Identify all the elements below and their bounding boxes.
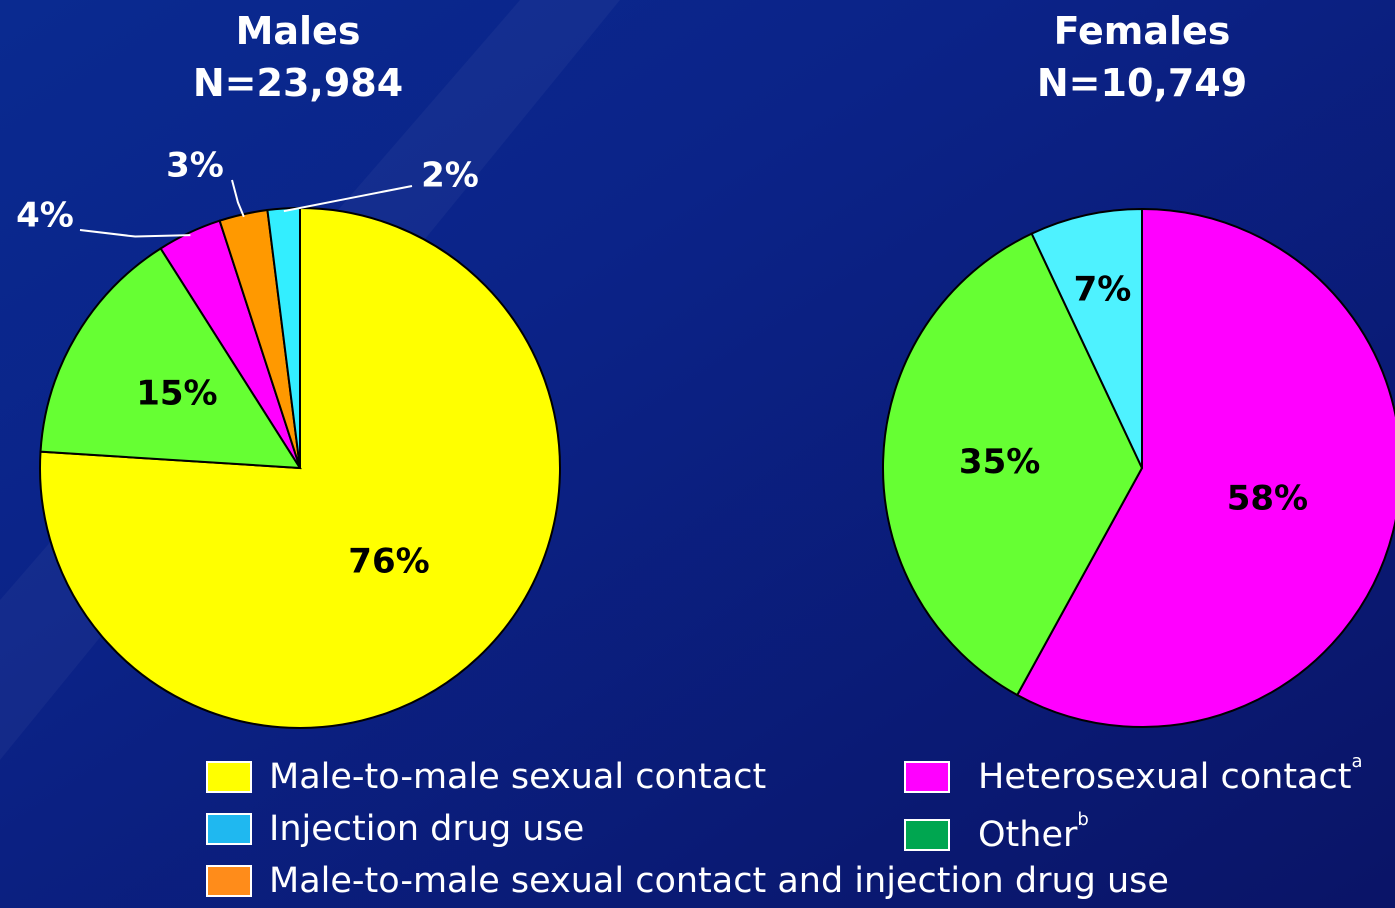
legend-note: a [1351, 751, 1362, 772]
leader-line [231, 179, 245, 218]
legend-swatch [206, 813, 252, 845]
legend-text: Injection drug use [269, 809, 584, 849]
data-label: 2% [421, 156, 479, 196]
pie-slice [39, 206, 561, 729]
data-label: 35% [959, 442, 1040, 482]
pie-slice [1015, 207, 1395, 728]
chart-subtitle: N=10,749 [1037, 61, 1247, 105]
legend-label: Injection drug use [269, 809, 584, 849]
legend-text: Male-to-male sexual contact and injectio… [269, 861, 1169, 901]
chart-title: Males [236, 9, 361, 53]
chart-title: Females [1054, 9, 1231, 53]
data-label: 3% [166, 146, 224, 186]
data-label: 7% [1074, 270, 1132, 310]
legend-text: Other [978, 815, 1078, 855]
chart-subtitle: N=23,984 [193, 61, 403, 105]
data-label: 15% [136, 374, 217, 414]
leader-line [283, 185, 413, 213]
legend-text: Male-to-male sexual contact [269, 757, 766, 797]
legend-swatch [206, 865, 252, 897]
legend-label: Otherb [978, 809, 1089, 855]
legend-text: Heterosexual contact [978, 757, 1351, 797]
legend-label: Male-to-male sexual contact and injectio… [269, 861, 1169, 901]
pie-slice [39, 247, 302, 470]
pie-slice [882, 232, 1144, 697]
legend-note: b [1077, 809, 1088, 830]
leader-line [79, 229, 191, 238]
legend-label: Heterosexual contacta [978, 751, 1363, 797]
pie-slice [1030, 207, 1143, 469]
legend-swatch [904, 761, 950, 793]
legend-swatch [904, 819, 950, 851]
data-label: 4% [16, 196, 74, 236]
data-label: 76% [348, 541, 429, 581]
data-label: 58% [1227, 479, 1308, 519]
legend-swatch [206, 761, 252, 793]
legend-label: Male-to-male sexual contact [269, 757, 766, 797]
